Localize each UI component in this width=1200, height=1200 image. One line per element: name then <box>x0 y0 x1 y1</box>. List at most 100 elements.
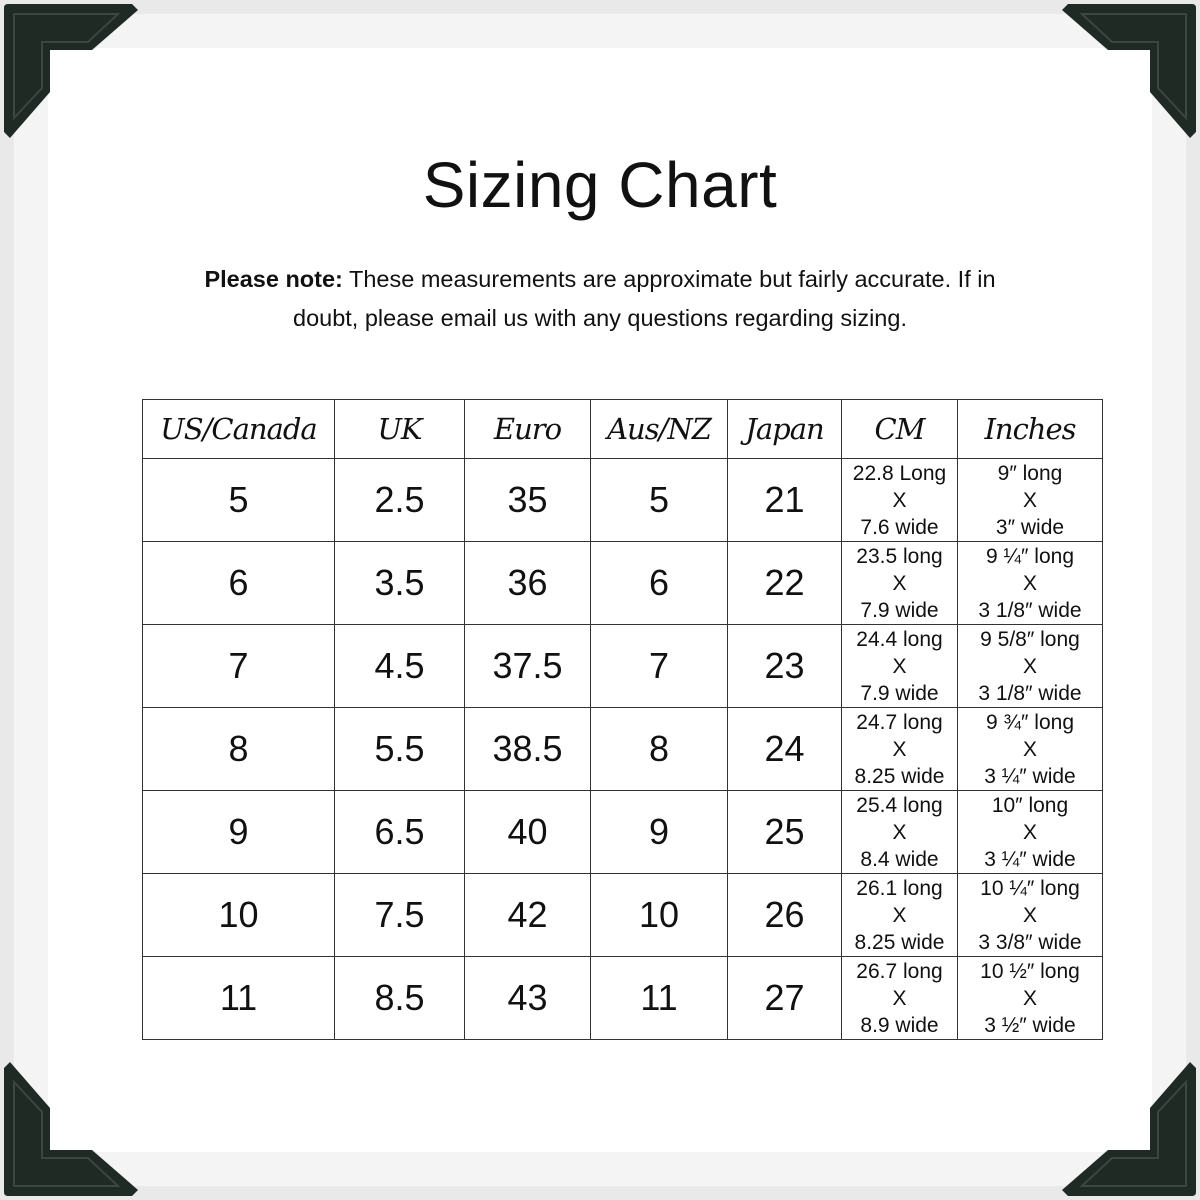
measurement-line: 3 ¼″ wide <box>984 764 1076 788</box>
cell-cm: 24.4 long X 7.9 wide <box>841 624 958 708</box>
cell-us: 7 <box>142 624 335 708</box>
table-row: 7 4.5 37.5 7 23 24.4 long X 7.9 wide 9 5/8″ long… <box>142 624 1103 708</box>
column-header: CM <box>841 399 958 459</box>
measurement-line: X <box>1022 737 1037 761</box>
sizing-table: US/Canada UK Euro Aus/NZ Japan CM Inches 5 2.5 3… <box>142 399 1103 1040</box>
cell-japan: 24 <box>727 707 842 791</box>
cell-aus: 10 <box>590 873 728 957</box>
measurement-line: 26.7 long <box>856 959 943 983</box>
measurement-line: 7.6 wide <box>860 515 939 539</box>
measurement-line: 8.4 wide <box>860 847 939 871</box>
column-header: Euro <box>464 399 591 459</box>
cell-uk: 6.5 <box>334 790 465 874</box>
measurement-line: 10 ½″ long <box>980 959 1080 983</box>
measurement-line: 3 1/8″ wide <box>978 598 1082 622</box>
cell-aus: 5 <box>590 458 728 542</box>
table-row: 5 2.5 35 5 21 22.8 Long X 7.6 wide 9″ long X 3″ wi… <box>142 458 1103 542</box>
measurement-line: 24.4 long <box>856 627 943 651</box>
cell-inches: 9 ¾″ long X 3 ¼″ wide <box>957 707 1103 791</box>
cell-uk: 2.5 <box>334 458 465 542</box>
cell-aus: 6 <box>590 541 728 625</box>
measurement-line: 3 ¼″ wide <box>984 847 1076 871</box>
photo-corner-top-right-icon <box>1062 0 1200 138</box>
table-row: 9 6.5 40 9 25 25.4 long X 8.4 wide 10″ long X 3 ¼″… <box>142 790 1103 874</box>
cell-us: 10 <box>142 873 335 957</box>
measurement-line: 8.25 wide <box>854 930 945 954</box>
cell-euro: 35 <box>464 458 591 542</box>
measurement-line: X <box>892 654 907 678</box>
photo-corner-bottom-left-icon <box>0 1062 138 1200</box>
table-row: 8 5.5 38.5 8 24 24.7 long X 8.25 wide 9 ¾″ long X… <box>142 707 1103 791</box>
cell-inches: 9″ long X 3″ wide <box>957 458 1103 542</box>
cell-japan: 22 <box>727 541 842 625</box>
photo-corner-bottom-right-icon <box>1062 1062 1200 1200</box>
cell-us: 9 <box>142 790 335 874</box>
measurement-line: X <box>1022 488 1037 512</box>
table-row: 11 8.5 43 11 27 26.7 long X 8.9 wide 10 ½″ long X… <box>142 956 1103 1040</box>
cell-cm: 22.8 Long X 7.6 wide <box>841 458 958 542</box>
measurement-line: 3 3/8″ wide <box>978 930 1082 954</box>
cell-inches: 9 5/8″ long X 3 1/8″ wide <box>957 624 1103 708</box>
measurement-line: 3″ wide <box>995 515 1065 539</box>
cell-aus: 9 <box>590 790 728 874</box>
cell-japan: 27 <box>727 956 842 1040</box>
cell-japan: 25 <box>727 790 842 874</box>
measurement-line: X <box>1022 571 1037 595</box>
measurement-line: 26.1 long <box>856 876 943 900</box>
cell-us: 6 <box>142 541 335 625</box>
measurement-line: 10″ long <box>991 793 1069 817</box>
measurement-line: X <box>892 488 907 512</box>
note-label: Please note: <box>204 266 343 292</box>
measurement-line: X <box>1022 903 1037 927</box>
cell-japan: 21 <box>727 458 842 542</box>
cell-cm: 26.1 long X 8.25 wide <box>841 873 958 957</box>
measurement-line: X <box>892 903 907 927</box>
note-text: Please note: These measurements are appr… <box>180 260 1020 338</box>
measurement-line: X <box>1022 986 1037 1010</box>
cell-uk: 5.5 <box>334 707 465 791</box>
cell-cm: 26.7 long X 8.9 wide <box>841 956 958 1040</box>
measurement-line: 7.9 wide <box>860 681 939 705</box>
measurement-line: X <box>1022 820 1037 844</box>
table-row: 10 7.5 42 10 26 26.1 long X 8.25 wide 10 ¼″ long… <box>142 873 1103 957</box>
column-header: US/Canada <box>142 399 335 459</box>
measurement-line: 10 ¼″ long <box>980 876 1080 900</box>
measurement-line: X <box>892 986 907 1010</box>
page-title: Sizing Chart <box>422 149 778 221</box>
measurement-line: 8.9 wide <box>860 1013 939 1037</box>
cell-uk: 7.5 <box>334 873 465 957</box>
measurement-line: 9″ long <box>997 461 1063 485</box>
cell-cm: 24.7 long X 8.25 wide <box>841 707 958 791</box>
cell-japan: 23 <box>727 624 842 708</box>
measurement-line: 9 ¾″ long <box>986 710 1074 734</box>
cell-cm: 23.5 long X 7.9 wide <box>841 541 958 625</box>
table-row: 6 3.5 36 6 22 23.5 long X 7.9 wide 9 ¼″ long X 3 1… <box>142 541 1103 625</box>
cell-us: 11 <box>142 956 335 1040</box>
cell-uk: 3.5 <box>334 541 465 625</box>
measurement-line: X <box>892 820 907 844</box>
measurement-line: 9 5/8″ long <box>980 627 1080 651</box>
measurement-line: X <box>1022 654 1037 678</box>
measurement-line: X <box>892 571 907 595</box>
cell-inches: 9 ¼″ long X 3 1/8″ wide <box>957 541 1103 625</box>
table-header-row: US/Canada UK Euro Aus/NZ Japan CM Inches <box>142 399 1103 459</box>
cell-euro: 37.5 <box>464 624 591 708</box>
measurement-line: X <box>892 737 907 761</box>
measurement-line: 25.4 long <box>856 793 943 817</box>
cell-aus: 11 <box>590 956 728 1040</box>
cell-euro: 40 <box>464 790 591 874</box>
measurement-line: 24.7 long <box>856 710 943 734</box>
cell-aus: 7 <box>590 624 728 708</box>
cell-us: 8 <box>142 707 335 791</box>
cell-euro: 38.5 <box>464 707 591 791</box>
note-body: These measurements are approximate but f… <box>293 266 996 331</box>
photo-corner-top-left-icon <box>0 0 138 138</box>
cell-euro: 42 <box>464 873 591 957</box>
cell-uk: 8.5 <box>334 956 465 1040</box>
measurement-line: 7.9 wide <box>860 598 939 622</box>
cell-aus: 8 <box>590 707 728 791</box>
column-header: Aus/NZ <box>590 399 728 459</box>
cell-inches: 10 ½″ long X 3 ½″ wide <box>957 956 1103 1040</box>
column-header: UK <box>334 399 465 459</box>
measurement-line: 23.5 long <box>856 544 943 568</box>
